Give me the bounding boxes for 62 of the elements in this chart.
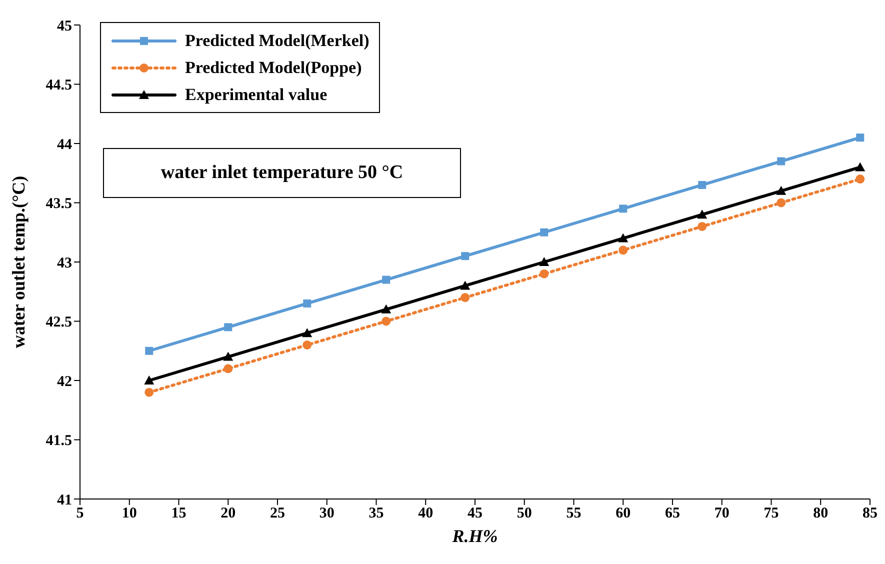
point [461, 252, 470, 260]
point [618, 246, 628, 255]
x-tick-label: 35 [368, 506, 384, 522]
x-tick-label: 45 [468, 506, 482, 522]
x-tick-label: 80 [813, 506, 828, 522]
point [460, 293, 470, 302]
legend-label: Experimental value [185, 84, 328, 104]
point [540, 269, 549, 278]
y-tick-label: 44.5 [46, 78, 72, 94]
point [302, 340, 312, 350]
point [539, 257, 550, 266]
point [618, 233, 628, 242]
x-tick-label: 40 [418, 506, 434, 522]
point [303, 299, 312, 308]
point [302, 328, 312, 338]
point [776, 198, 786, 208]
x-tick-label: 65 [665, 506, 680, 522]
y-tick-label: 45 [57, 18, 72, 34]
point [540, 228, 548, 236]
point [698, 180, 706, 189]
x-tick-label: 75 [764, 506, 779, 522]
point [382, 276, 390, 284]
x-tick-label: 85 [862, 506, 878, 522]
y-tick-label: 41 [57, 492, 72, 508]
point [224, 323, 232, 332]
x-tick-label: 15 [171, 506, 186, 522]
x-tick-label: 20 [220, 506, 236, 522]
x-tick-label: 30 [319, 506, 334, 522]
y-tick-label: 43 [57, 255, 72, 272]
point [856, 174, 865, 184]
point [223, 352, 234, 361]
point [776, 186, 786, 195]
y-tick-label: 43.5 [46, 196, 72, 212]
point [144, 388, 154, 397]
point [697, 210, 708, 219]
legend-label: Predicted Model(Merkel) [185, 30, 370, 50]
point [224, 364, 233, 374]
point [698, 222, 707, 231]
y-tick-label: 41.5 [46, 433, 72, 450]
x-tick-label: 55 [566, 506, 582, 522]
y-tick-label: 44 [57, 136, 72, 153]
point [144, 376, 154, 384]
note-box: water inlet temperature 50 °C [103, 148, 461, 198]
y-axis-title: water outlet temp.(°C) [8, 176, 28, 348]
point [382, 316, 391, 326]
x-axis-title: R.H% [451, 526, 498, 546]
y-tick-label: 42.5 [46, 314, 72, 331]
point [856, 134, 864, 142]
x-tick-label: 5 [76, 506, 84, 522]
legend-label: Predicted Model(Poppe) [185, 58, 362, 78]
point [619, 204, 628, 213]
x-tick-label: 60 [616, 506, 631, 522]
point [777, 157, 786, 166]
point [855, 162, 866, 172]
point [381, 304, 392, 314]
point [460, 280, 470, 290]
point [145, 346, 154, 355]
y-tick-label: 42 [57, 374, 72, 390]
x-tick-label: 10 [122, 506, 137, 522]
x-tick-label: 50 [516, 506, 532, 522]
x-tick-label: 25 [270, 506, 285, 522]
x-tick-label: 70 [714, 506, 730, 522]
